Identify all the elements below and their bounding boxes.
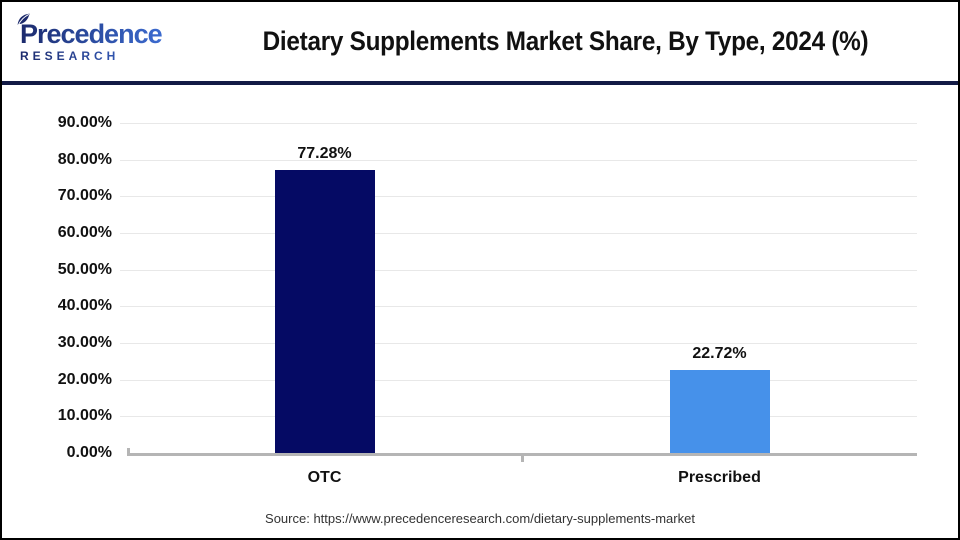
y-tick-label: 70.00% (57, 187, 112, 205)
logo-subtitle: RESEARCH (20, 50, 172, 62)
leaf-icon (17, 13, 30, 26)
gridline (120, 416, 917, 418)
y-tick-label: 50.00% (57, 260, 112, 278)
precedence-research-logo: Precedence RESEARCH (2, 13, 172, 62)
y-tick-label: 10.00% (57, 407, 112, 425)
gridline (120, 196, 917, 198)
axis-tick (127, 448, 130, 453)
logo-wordmark: Precedence (20, 21, 172, 48)
source-text: Source: https://www.precedenceresearch.c… (265, 511, 695, 526)
page-title: Dietary Supplements Market Share, By Typ… (262, 26, 868, 56)
gridline (120, 123, 917, 124)
y-tick-label: 90.00% (57, 114, 112, 131)
y-tick-label: 80.00% (57, 150, 112, 168)
category-label: OTC (307, 469, 342, 486)
bar-chart: 90.00% 80.00% 70.00% 60.00% 50.00% 40.00% 30.0… (2, 85, 958, 538)
y-tick-label: 30.00% (57, 334, 112, 351)
gridline (120, 306, 917, 308)
gridline (120, 159, 917, 161)
header-divider (2, 81, 958, 85)
y-tick-label: 60.00% (57, 224, 112, 241)
gridline (120, 343, 917, 344)
y-tick-label: 0.00% (66, 444, 112, 461)
bar (669, 369, 770, 453)
y-tick-label: 40.00% (57, 297, 112, 315)
axis-tick (521, 453, 524, 462)
gridline (120, 233, 917, 234)
category-label: Prescribed (678, 469, 761, 486)
bar-value-label: 22.72% (692, 344, 747, 362)
header: Precedence RESEARCH Dietary Supplements … (2, 2, 958, 81)
bar-value-label: 77.28% (297, 144, 352, 162)
bar (274, 169, 375, 453)
y-tick-label: 20.00% (57, 370, 112, 388)
gridline (120, 379, 917, 381)
gridline (120, 269, 917, 271)
title-wrap: Dietary Supplements Market Share, By Typ… (172, 26, 958, 57)
